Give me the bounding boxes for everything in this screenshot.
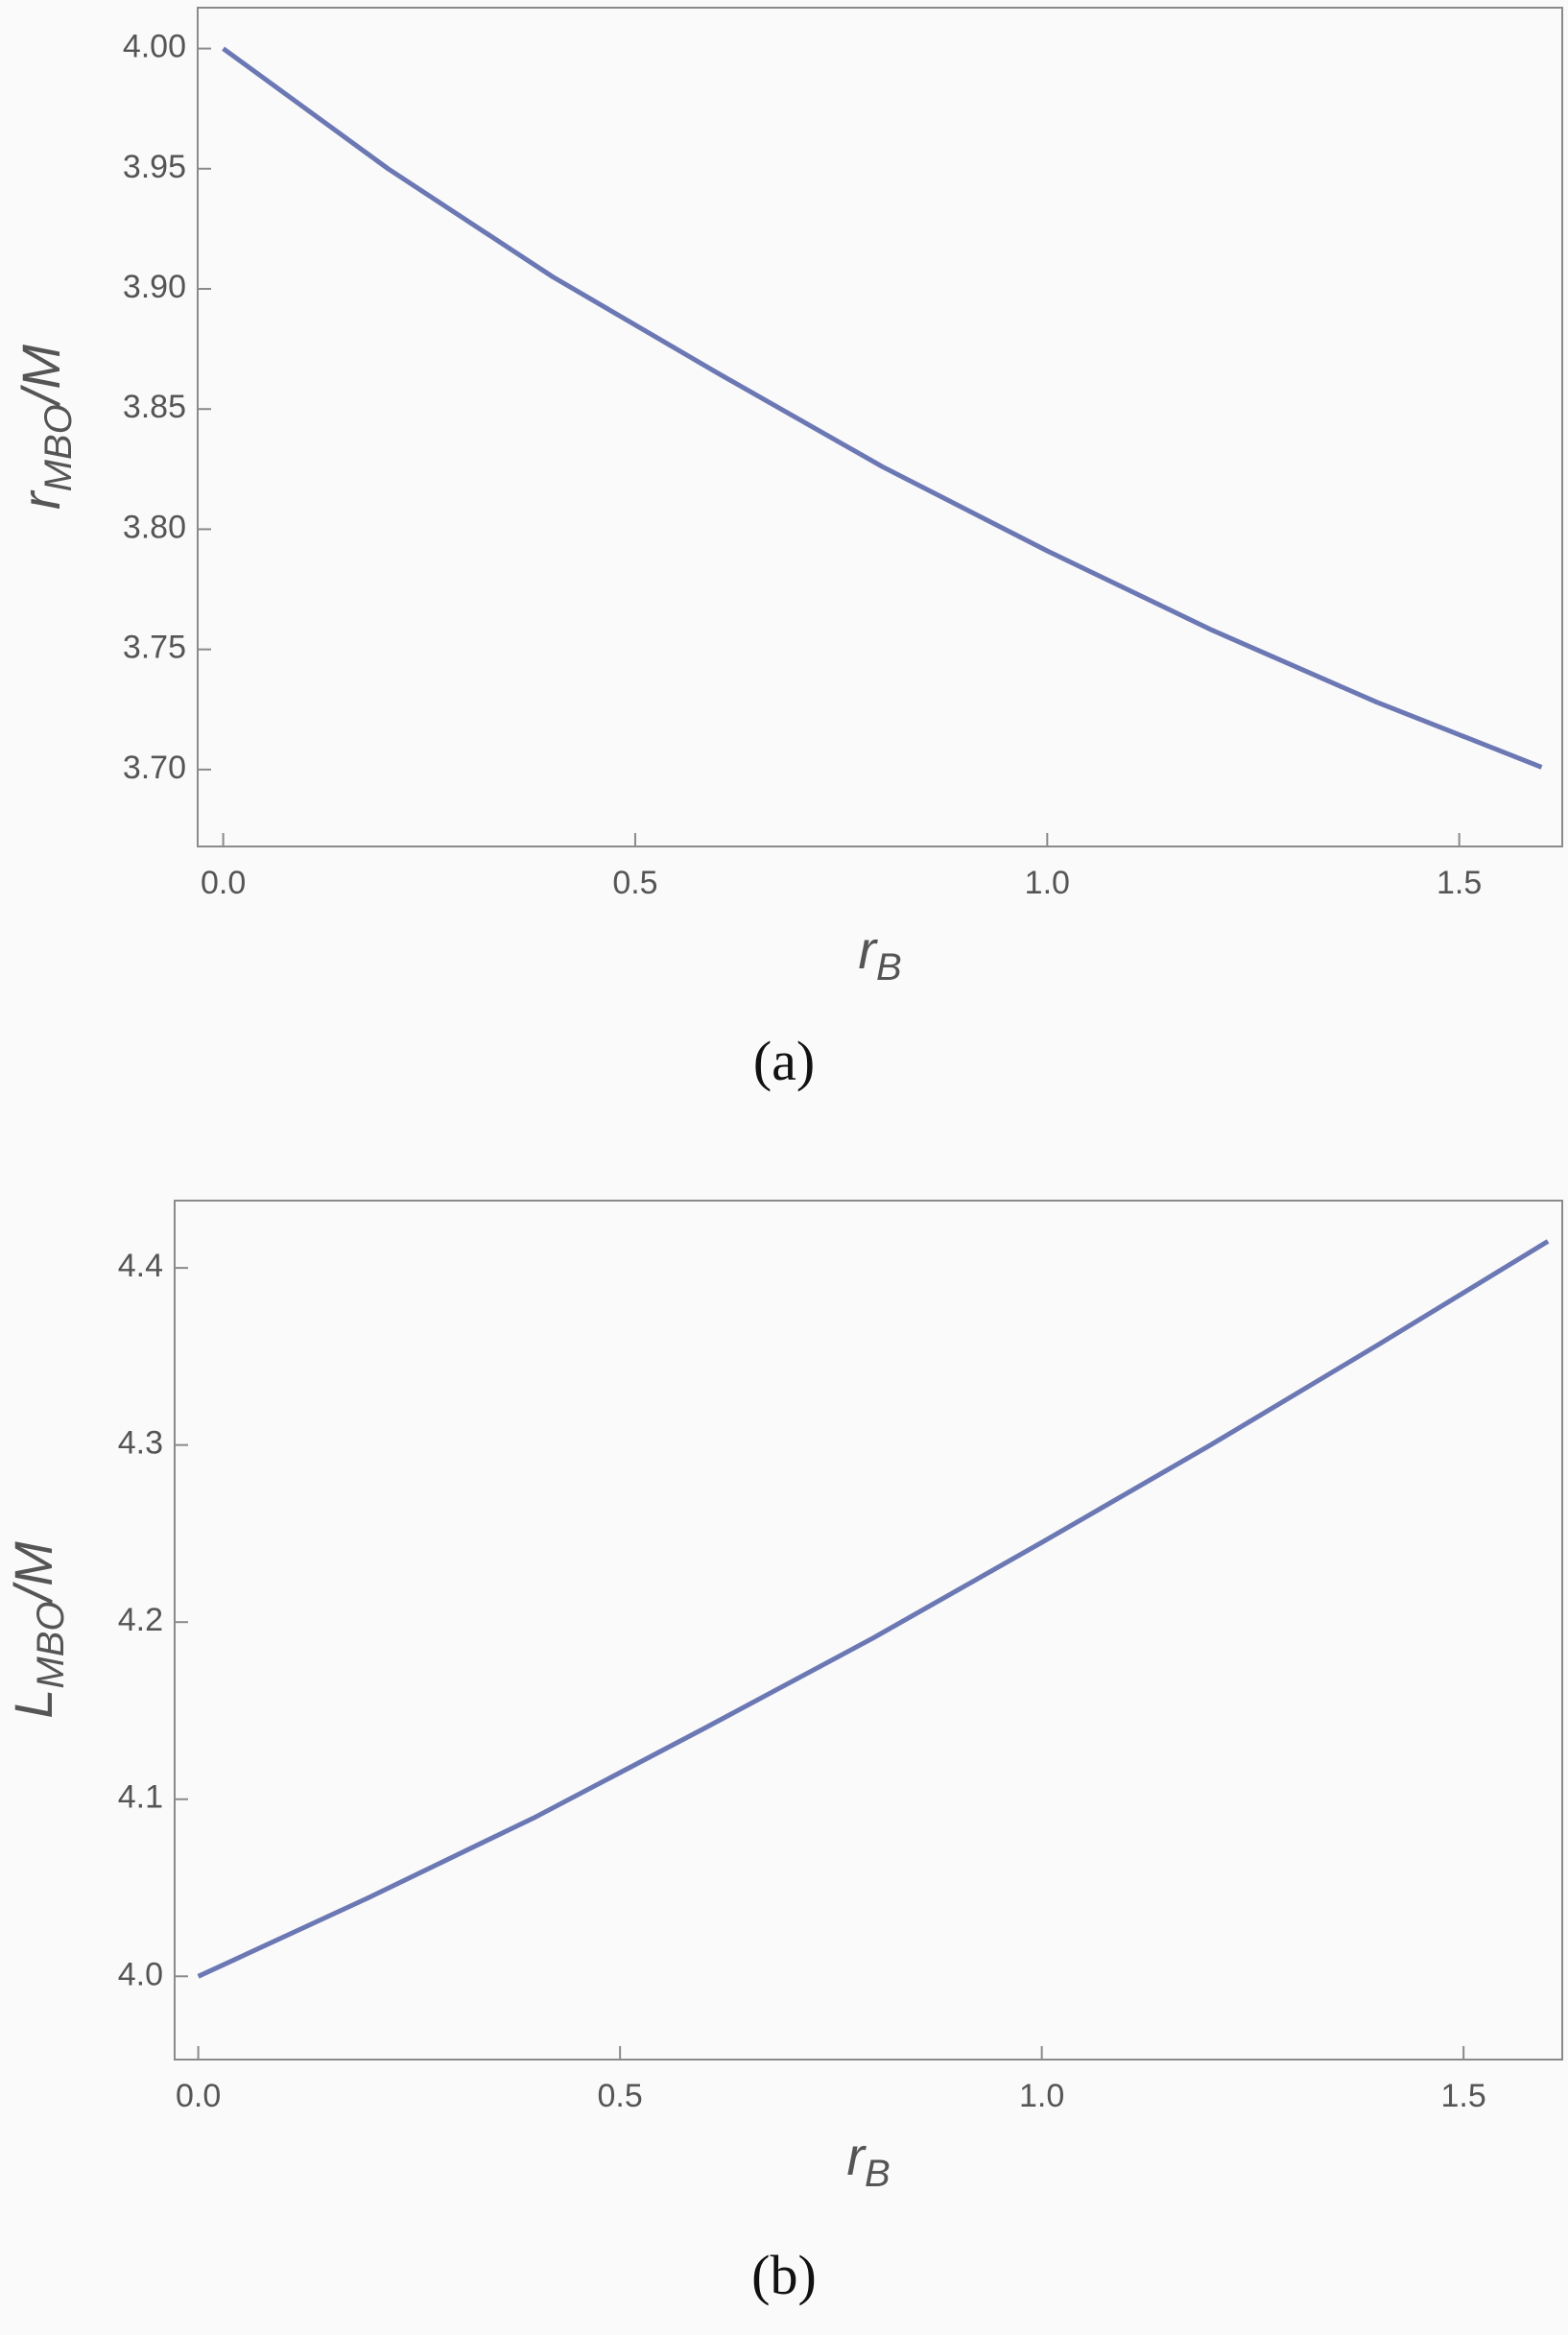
x-tick-label: 0.0 — [176, 2078, 221, 2114]
y-tick-label: 4.3 — [118, 1425, 163, 1462]
x-tick-label: 1.5 — [1437, 865, 1482, 901]
y-tick-label: 3.90 — [123, 269, 186, 305]
chart-panel: 0.0 0.5 1.0 1.5 3.70 3.75 3.80 3.85 3.90 3.95 4.00… — [11, 7, 1563, 1092]
y-label-base: L — [3, 1689, 63, 1719]
y-axis-label: LMBO/M — [3, 1541, 72, 1719]
y-axis-label: rMBO/M — [11, 345, 80, 510]
x-label-base: r — [846, 2126, 867, 2186]
caption: (a) — [753, 1030, 815, 1092]
plot-frame — [174, 1200, 1563, 2061]
y-tick-label: 3.95 — [123, 149, 186, 185]
y-tick-label: 3.80 — [123, 509, 186, 545]
caption: (b) — [751, 2244, 817, 2306]
x-tick-label: 1.5 — [1441, 2078, 1486, 2114]
y-tick-label: 3.85 — [123, 389, 186, 425]
x-label-sub: B — [876, 946, 902, 989]
x-label-base: r — [858, 919, 878, 980]
y-tick-label: 4.4 — [118, 1248, 163, 1284]
x-tick-label: 1.0 — [1025, 865, 1070, 901]
chart-panel: 0.0 0.5 1.0 1.5 4.0 4.1 4.2 4.3 4.4 rB LMBO/M (b) — [3, 1200, 1563, 2306]
y-label-rest: /M — [3, 1541, 63, 1606]
x-tick-label: 1.0 — [1019, 2078, 1064, 2114]
x-label-sub: B — [865, 2153, 891, 2195]
y-tick-label: 4.1 — [118, 1779, 163, 1816]
y-label-sub: MBO — [30, 1601, 72, 1688]
x-tick-label: 0.0 — [201, 865, 246, 901]
x-axis-label: rB — [846, 2126, 890, 2195]
y-tick-label: 4.00 — [123, 29, 186, 65]
data-line — [222, 46, 1543, 770]
x-tick-label: 0.5 — [597, 2078, 642, 2114]
y-label-rest: /M — [11, 345, 71, 409]
plot-frame — [197, 7, 1563, 847]
x-axis-label: rB — [858, 919, 901, 989]
y-tick-label: 4.0 — [118, 1956, 163, 1992]
data-line — [197, 1239, 1550, 1979]
x-tick-label: 0.5 — [612, 865, 657, 901]
y-tick-label: 3.70 — [123, 750, 186, 786]
y-label-base: r — [11, 489, 71, 510]
y-tick-label: 3.75 — [123, 630, 186, 666]
y-label-sub: MBO — [37, 404, 80, 491]
y-tick-label: 4.2 — [118, 1602, 163, 1638]
